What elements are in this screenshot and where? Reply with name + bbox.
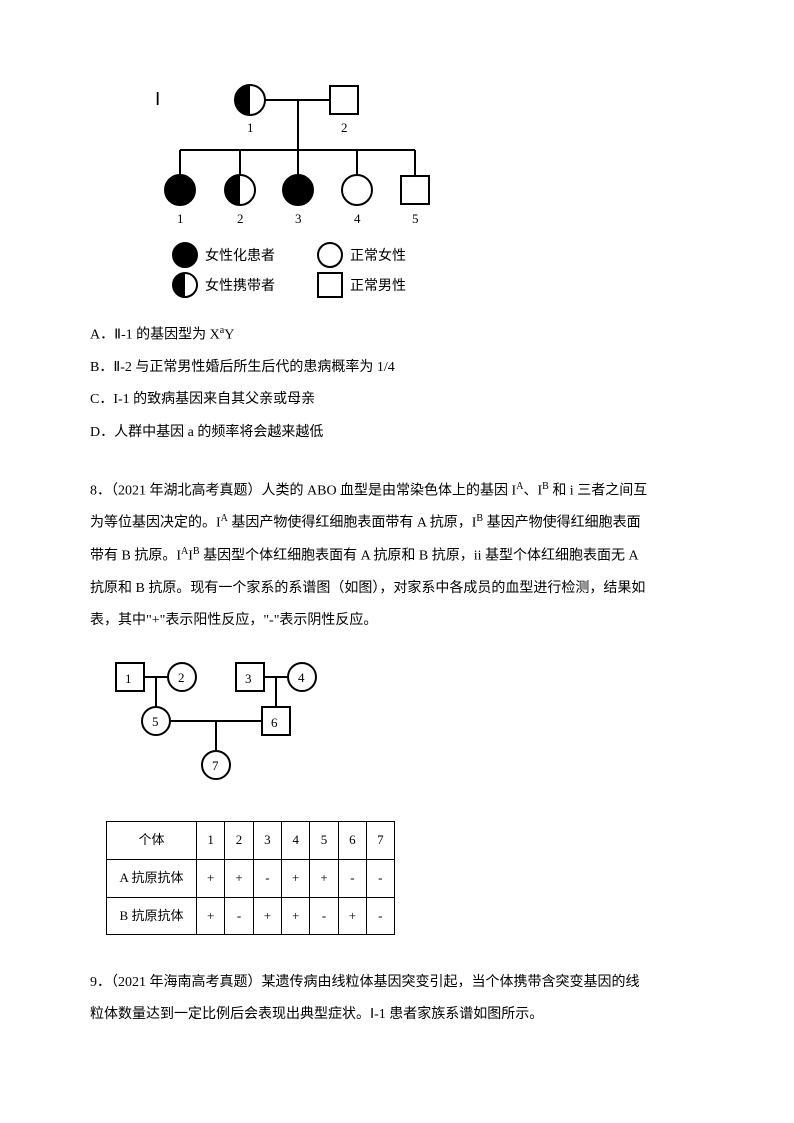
pedigree2-svg: 1 2 3 4 5 6 7: [106, 653, 366, 793]
table-row: 个体 1 2 3 4 5 6 7: [107, 822, 395, 860]
p2-n7: 7: [212, 758, 219, 773]
p2-n6: 6: [271, 715, 278, 730]
i1-num: 1: [247, 120, 254, 135]
legend-affected-female: 女性化患者: [205, 247, 275, 264]
ii5-num: 5: [412, 211, 419, 226]
q8-line4: 抗原和 B 抗原。现有一个家系的系谱图（如图），对家系中各成员的血型进行检测，结…: [90, 575, 704, 603]
p2-n3: 3: [245, 671, 252, 686]
table-row: A 抗原抗体 + + - + + - -: [107, 859, 395, 897]
row-a-label: A 抗原抗体: [107, 859, 197, 897]
question-9: 9．（2021 年海南高考真题）某遗传病由线粒体基因突变引起，当个体携带含突变基…: [90, 969, 704, 1029]
ii1-num: 1: [177, 211, 184, 226]
q8-line3: 带有 B 抗原。IAIB 基因型个体红细胞表面有 A 抗原和 B 抗原，ii 基…: [90, 542, 704, 571]
q8-line5: 表，其中"+"表示阳性反应，"-"表示阴性反应。: [90, 607, 704, 635]
row-b-label: B 抗原抗体: [107, 897, 197, 935]
pedigree-diagram-1: Ⅰ 1 2 Ⅱ 1 2 3 4 5: [140, 60, 704, 311]
answer-options: A．Ⅱ-1 的基因型为 XaY B．Ⅱ-2 与正常男性婚后所生后代的患病概率为 …: [90, 321, 704, 447]
p2-n5: 5: [152, 714, 159, 729]
p2-n4: 4: [298, 670, 305, 685]
q9-line2: 粒体数量达到一定比例后会表现出典型症状。Ⅰ-1 患者家族系谱如图所示。: [90, 1001, 704, 1029]
p2-n1: 1: [125, 671, 132, 686]
option-a: A．Ⅱ-1 的基因型为 XaY: [90, 321, 704, 349]
i2-num: 2: [341, 120, 348, 135]
q8-line1: 8．（2021 年湖北高考真题）人类的 ABO 血型是由常染色体上的基因 IA、…: [90, 477, 704, 506]
option-c: C．I-1 的致病基因来自其父亲或母亲: [90, 387, 704, 414]
ii3-num: 3: [295, 211, 302, 226]
pedigree1-svg: Ⅰ 1 2 Ⅱ 1 2 3 4 5: [140, 60, 480, 300]
table-row: B 抗原抗体 + - + + - + -: [107, 897, 395, 935]
pedigree-diagram-2: 1 2 3 4 5 6 7: [106, 653, 704, 804]
question-8: 8．（2021 年湖北高考真题）人类的 ABO 血型是由常染色体上的基因 IA、…: [90, 477, 704, 635]
ii4-num: 4: [354, 211, 361, 226]
gen1-label: Ⅰ: [155, 89, 160, 109]
legend-normal-female: 正常女性: [350, 247, 406, 264]
table-header-individual: 个体: [107, 822, 197, 860]
option-b: B．Ⅱ-2 与正常男性婚后所生后代的患病概率为 1/4: [90, 355, 704, 382]
ii2-num: 2: [237, 211, 244, 226]
legend-normal-male: 正常男性: [350, 278, 406, 294]
q8-line2: 为等位基因决定的。IA 基因产物使得红细胞表面带有 A 抗原，IB 基因产物使得…: [90, 509, 704, 538]
legend-carrier-female: 女性携带者: [205, 277, 275, 294]
antigen-table: 个体 1 2 3 4 5 6 7 A 抗原抗体 + + - + + - - B …: [106, 821, 395, 935]
option-d: D．人群中基因 a 的频率将会越来越低: [90, 420, 704, 447]
q9-line1: 9．（2021 年海南高考真题）某遗传病由线粒体基因突变引起，当个体携带含突变基…: [90, 969, 704, 997]
p2-n2: 2: [178, 670, 185, 685]
